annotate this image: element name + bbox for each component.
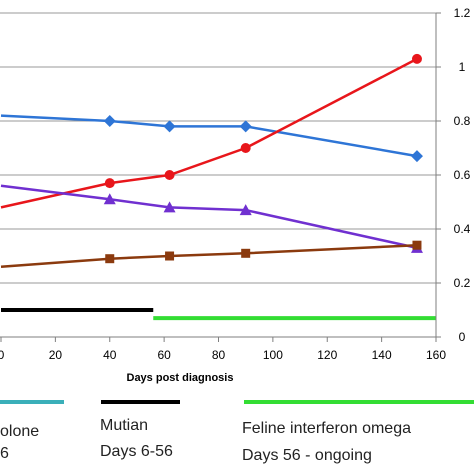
data-point-4-4 bbox=[241, 248, 251, 258]
legend-label-prednisolone-days: 6 bbox=[0, 445, 9, 462]
data-point-4-5 bbox=[412, 240, 422, 250]
y-tick-label: 1.2 bbox=[454, 6, 471, 20]
data-point-1-4 bbox=[239, 120, 252, 133]
data-point-1-5 bbox=[410, 150, 423, 163]
y-tick-label: 0.2 bbox=[454, 276, 471, 290]
series-line-3 bbox=[0, 184, 418, 250]
data-point-4-2 bbox=[105, 254, 115, 264]
data-point-2-3 bbox=[164, 170, 175, 180]
data-point-4-3 bbox=[165, 251, 175, 261]
series-line-1 bbox=[0, 114, 418, 158]
series-line-2 bbox=[0, 57, 418, 209]
series-markers bbox=[103, 53, 423, 264]
legend-label-prednisolone-name: olone bbox=[0, 423, 39, 440]
legend-label-mutian-name: Mutian bbox=[100, 417, 148, 434]
data-point-3-4 bbox=[239, 204, 252, 216]
gridlines bbox=[0, 12, 436, 284]
x-tick-label: 100 bbox=[263, 348, 283, 362]
data-point-1-3 bbox=[163, 120, 176, 133]
x-tick-label: 160 bbox=[426, 348, 446, 362]
legend-label-interferon-days: Days 56 - ongoing bbox=[242, 447, 372, 464]
treatment-bars bbox=[1, 308, 436, 321]
legend-label-interferon-name: Feline interferon omega bbox=[242, 420, 411, 437]
y-tick-label: 0.6 bbox=[454, 168, 471, 182]
x-tick-label: 140 bbox=[372, 348, 392, 362]
x-tick-label: 80 bbox=[212, 348, 226, 362]
data-point-1-2 bbox=[103, 115, 116, 127]
x-tick-label: 120 bbox=[317, 348, 337, 362]
series-line-4 bbox=[0, 243, 418, 269]
x-tick-label: 40 bbox=[103, 348, 117, 362]
y-tick-label: 1 bbox=[459, 60, 466, 74]
data-point-2-2 bbox=[104, 178, 115, 189]
y-tick-label: 0 bbox=[459, 330, 466, 344]
x-tick-label: 0 bbox=[0, 348, 5, 362]
y-tick-label: 0.8 bbox=[454, 114, 471, 128]
axes: 0 0.2 0.4 0.6 0.8 1 1.2 0 20 40 60 80 100 120 140 160 bbox=[0, 6, 471, 362]
data-point-3-3 bbox=[163, 201, 176, 213]
legend: olone 6 Mutian Days 6-56 Feline interfer… bbox=[0, 400, 474, 464]
x-tick-label: 20 bbox=[49, 348, 63, 362]
y-tick-label: 0.4 bbox=[454, 222, 471, 236]
series-lines bbox=[0, 57, 418, 269]
data-point-2-5 bbox=[411, 53, 422, 64]
data-point-2-4 bbox=[240, 143, 251, 153]
x-tick-label: 60 bbox=[157, 348, 171, 362]
legend-label-mutian-days: Days 6-56 bbox=[100, 443, 173, 460]
x-axis-label: Days post diagnosis bbox=[127, 372, 234, 384]
data-point-3-2 bbox=[103, 193, 116, 205]
